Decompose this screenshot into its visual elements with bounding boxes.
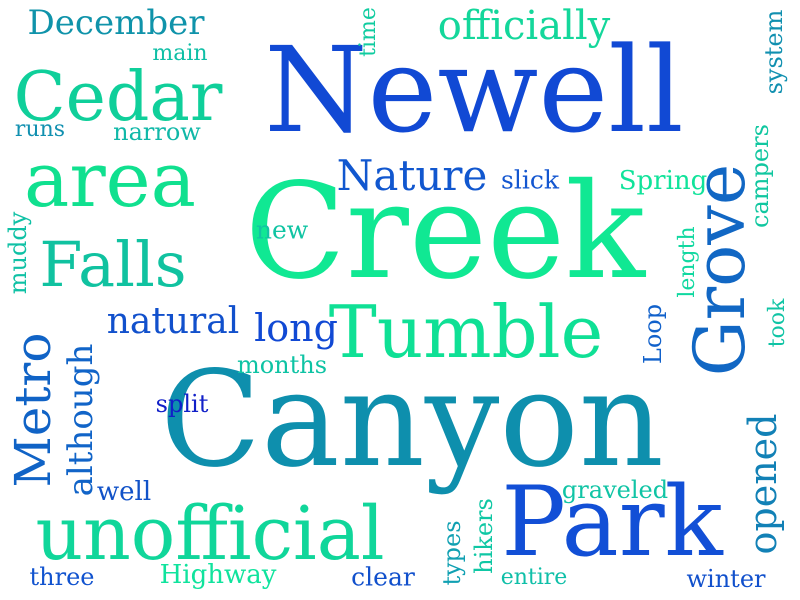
word-system: system — [760, 9, 788, 95]
word-loop: Loop — [639, 303, 667, 365]
word-length: length — [675, 226, 700, 298]
word-months: months — [236, 351, 328, 379]
word-although: although — [61, 343, 101, 497]
word-hikers: hikers — [470, 498, 498, 574]
word-nature: Nature — [336, 151, 488, 200]
word-muddy: muddy — [4, 211, 32, 295]
word-split: split — [155, 390, 209, 418]
word-three: three — [29, 563, 95, 591]
word-cedar: Cedar — [13, 58, 223, 137]
word-new: new — [255, 215, 309, 245]
word-opened: opened — [741, 413, 785, 555]
word-types: types — [438, 520, 466, 586]
word-narrow: narrow — [113, 118, 201, 146]
word-december: December — [27, 3, 205, 43]
word-campers: campers — [746, 124, 774, 228]
word-long: long — [254, 306, 338, 350]
word-creek: Creek — [244, 155, 646, 309]
word-area: area — [24, 135, 196, 224]
word-metro: Metro — [4, 332, 62, 488]
word-slick: slick — [501, 165, 559, 195]
word-tumble: Tumble — [328, 290, 604, 374]
word-canyon: Canyon — [160, 343, 664, 497]
word-officially: officially — [437, 3, 611, 49]
word-time: time — [356, 7, 381, 57]
word-entire: entire — [500, 565, 568, 590]
word-park: Park — [501, 466, 723, 578]
word-winter: winter — [686, 565, 766, 593]
word-main: main — [152, 41, 208, 66]
word-newell: Newell — [264, 21, 684, 159]
word-spring: Spring — [618, 166, 708, 196]
word-natural: natural — [106, 301, 240, 342]
word-unofficial: unofficial — [35, 491, 385, 577]
word-clear: clear — [351, 562, 415, 592]
word-highway: Highway — [159, 560, 277, 590]
word-graveled: graveled — [561, 476, 669, 504]
word-well: well — [96, 477, 152, 507]
word-took: took — [765, 298, 790, 348]
word-falls: Falls — [39, 228, 187, 301]
word-runs: runs — [14, 117, 66, 142]
